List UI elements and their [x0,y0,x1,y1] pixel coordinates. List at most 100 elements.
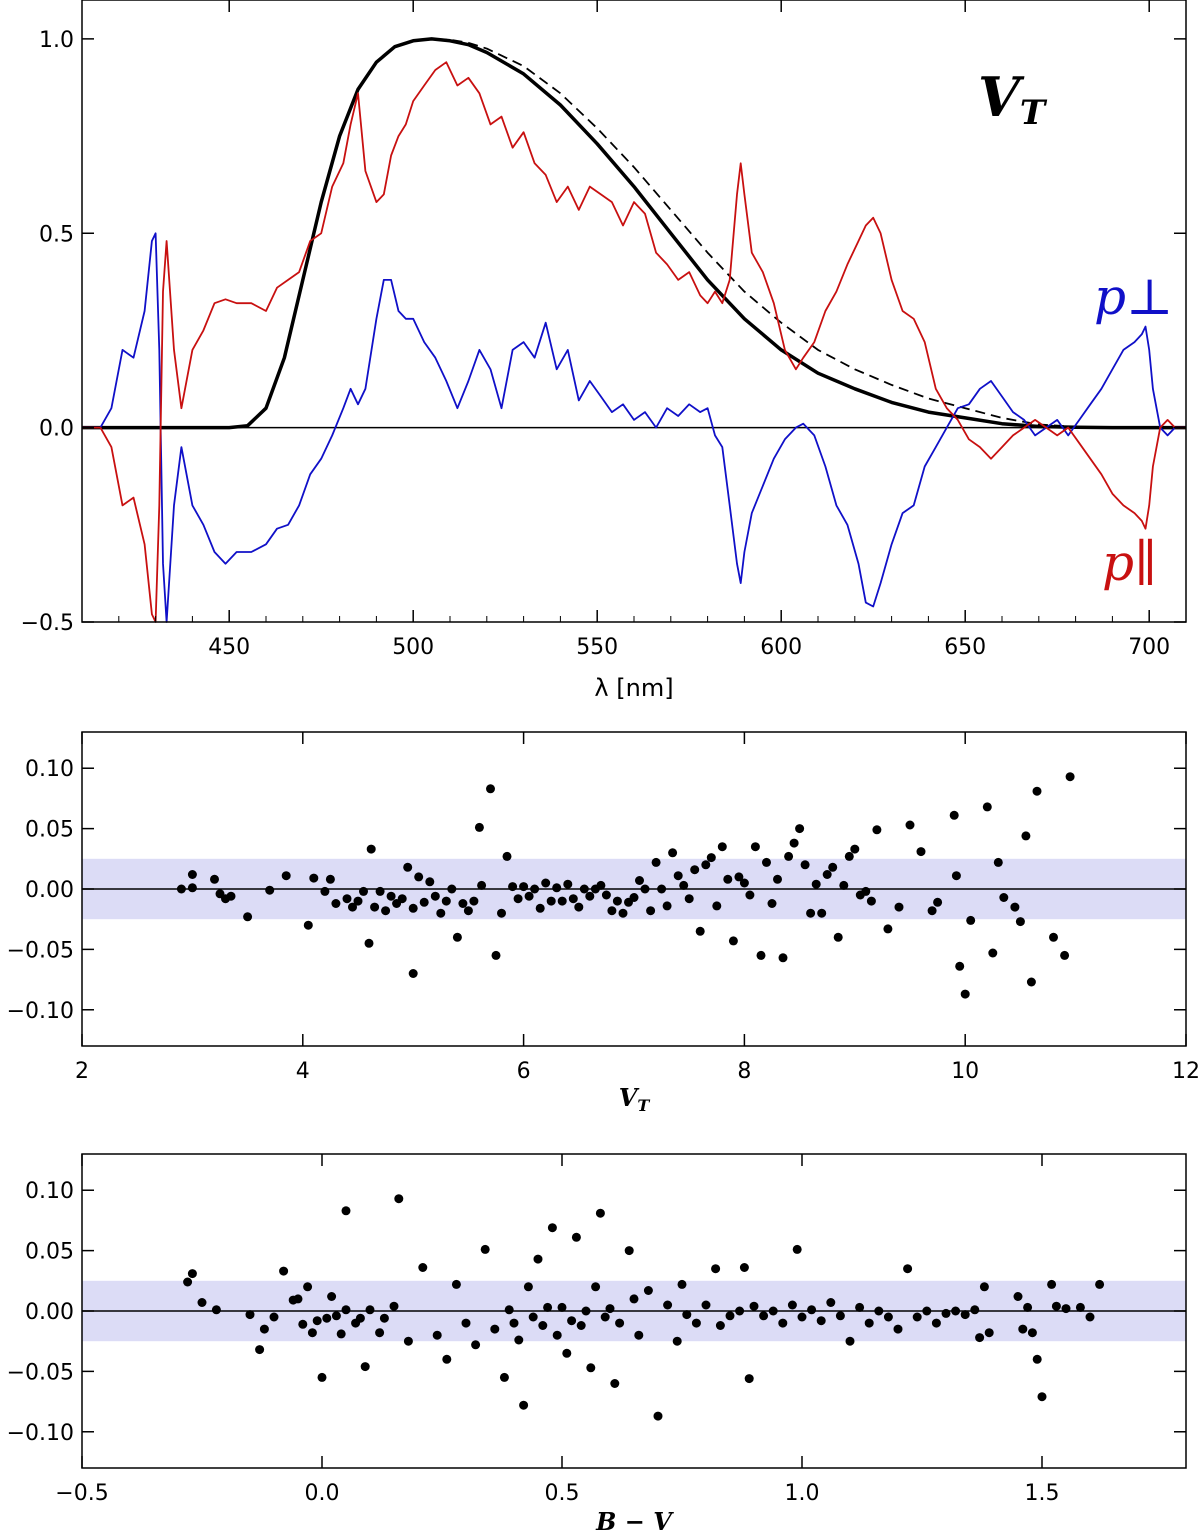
vt-scatter-point [817,908,827,918]
vt-scatter-point [325,874,335,884]
vt-scatter-point [281,871,291,881]
vt-scatter-point [960,989,970,999]
vt-scatter-point [679,880,689,890]
vt-scatter-point [469,896,479,906]
color-scatter-point [610,1379,620,1388]
vt-x-tick-label: 10 [951,1059,979,1084]
legend-p-perp: p⊥ [1094,268,1173,326]
vt-scatter-point [463,906,473,916]
color-scatter-point [552,1330,562,1340]
spectral-x-axis-label: λ [nm] [594,674,673,702]
color-scatter-point [845,1336,855,1346]
color-scatter-point [634,1330,644,1340]
vt-scatter-point [309,873,319,883]
vt-scatter-point [728,936,738,946]
color-scatter-point [211,1305,221,1315]
vt-scatter-point [668,848,678,858]
color-scatter-point [331,1311,341,1321]
vt-scatter-point [745,890,755,900]
color-scatter-point [432,1330,442,1340]
color-scatter-point [499,1372,509,1382]
color-scatter-point [912,1312,922,1322]
color-scatter-point [312,1316,322,1326]
vt-scatter-point [430,891,440,901]
vt-scatter-point [375,886,385,896]
color-scatter-point [327,1292,337,1301]
vt-scatter-point [408,969,418,978]
color-scatter-point [677,1279,687,1289]
vt-x-tick-label: 12 [1172,1059,1200,1084]
color-scatter-point [1018,1324,1028,1334]
vt-scatter-point [695,926,705,936]
vt-scatter-point [949,810,959,820]
vt-scatter-point [883,924,893,934]
series-v-t-passband-dashed [265,38,1076,428]
vt-scatter-point [646,906,656,916]
vt-scatter-point [342,894,352,904]
vt-scatter-point [359,886,368,896]
color-scatter-point [922,1306,932,1316]
vt-scatter-point [452,932,462,942]
vt-scatter-point [607,906,617,916]
vt-scatter-point [419,897,429,907]
vt-scatter-point [601,890,611,900]
vt-scatter-point [894,902,904,912]
color-scatter-point [749,1301,759,1311]
vt-scatter-point [684,894,694,904]
color-scatter-point [389,1301,399,1311]
color-scatter-point [807,1305,817,1315]
color-scatter-point [355,1313,365,1323]
color-scatter-point [883,1312,893,1322]
spectral-y-tick-label: 0.0 [39,417,74,442]
vt-scatter-point [458,899,468,908]
vt-y-tick-label: 0.00 [25,878,74,903]
color-x-axis-label: B − V [595,1507,674,1536]
color-x-tick-label: 0.0 [305,1481,340,1506]
color-scatter-point [557,1302,567,1312]
color-scatter-point [1047,1279,1057,1289]
vt-scatter-point [403,862,413,872]
vt-scatter-point [187,870,197,879]
color-x-tick-label: 1.0 [785,1481,820,1506]
color-scatter-point [259,1324,269,1334]
color-scatter-point [379,1313,389,1323]
vt-scatter-point [524,891,534,901]
color-scatter-point [711,1264,721,1274]
color-scatter-point [528,1312,538,1322]
color-scatter-point [269,1312,279,1322]
vt-scatter-point [370,902,380,912]
color-scatter-point [1061,1304,1071,1314]
vt-scatter-point [552,883,562,893]
color-scatter-point [903,1264,913,1274]
vt-scatter-point [414,872,424,882]
color-scatter-point [653,1411,663,1421]
vt-scatter-point [366,844,376,854]
vt-scatter-point [425,877,435,887]
color-scatter-point [595,1208,605,1218]
color-scatter-point [298,1319,308,1329]
color-scatter-point [586,1363,596,1373]
color-scatter-point [509,1318,519,1328]
color-scatter-point [787,1300,797,1310]
vt-scatter-point [717,842,727,852]
vt-scatter-point [1021,831,1031,841]
vt-scatter-point [364,938,374,948]
color-scatter-point [792,1244,802,1254]
color-scatter-point [735,1306,745,1316]
vt-scatter-point [381,906,391,916]
vt-scatter-point [767,899,777,908]
vt-scatter-point [866,896,876,906]
vt-scatter-point [872,825,882,835]
vt-scatter-point [176,884,186,894]
color-scatter-point [451,1279,461,1289]
color-scatter-point [759,1311,769,1321]
vt-scatter-point [535,903,545,913]
vt-scatter-point [519,882,529,892]
vt-scatter-point [833,932,843,942]
vt-scatter-point [629,893,639,902]
color-scatter-point [418,1263,428,1272]
color-x-tick-label: 1.5 [1025,1481,1060,1506]
vt-scatter-point [436,908,446,918]
color-scatter-point [715,1321,725,1330]
spectral-x-tick-label: 500 [392,635,434,660]
